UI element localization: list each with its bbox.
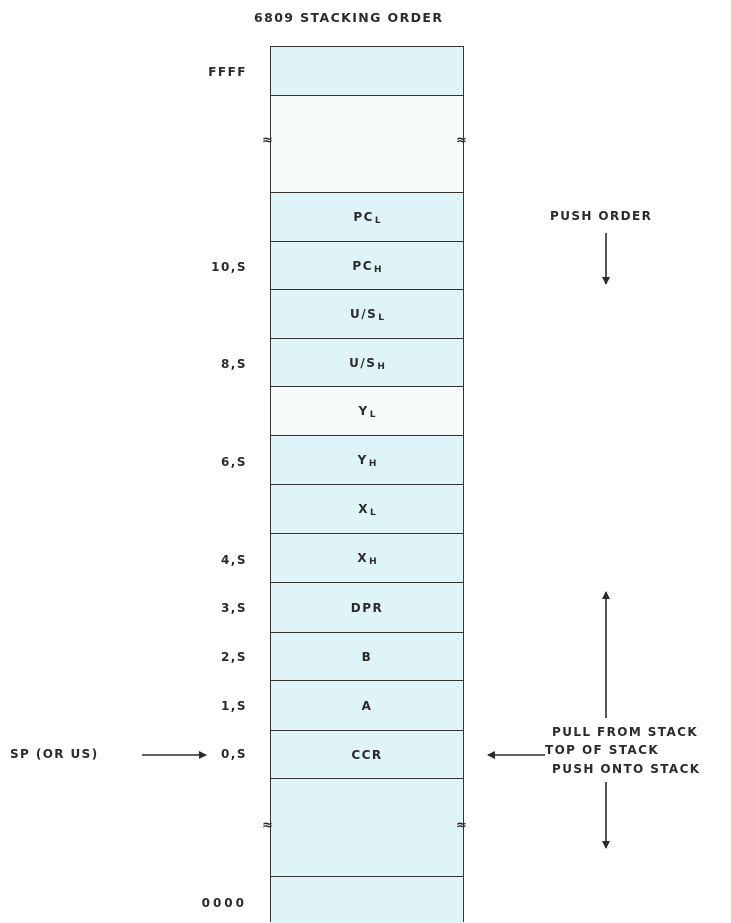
address-6s: 6,S (220, 455, 247, 469)
stack-cell-ccr: CCR (271, 731, 463, 779)
stack-cell-pcl: PC L (271, 193, 463, 242)
address-3s: 3,S (220, 601, 247, 615)
break-mark-lower-left: ≈ (262, 818, 273, 833)
stack-cell-gap-lower (271, 779, 463, 877)
address-2s: 2,S (220, 650, 247, 664)
push-order-label: PUSH ORDER (550, 209, 653, 223)
stack-cell-a: A (271, 681, 463, 731)
diagram-title: 6809 STACKING ORDER (254, 10, 444, 25)
address-8s: 8,S (220, 357, 247, 371)
stack-cell-top (271, 47, 463, 96)
address-ffff: FFFF (208, 65, 247, 79)
stack-cell-bottom (271, 877, 463, 923)
stack-cell-ush: U/S H (271, 339, 463, 387)
stack-cell-usl: U/S L (271, 290, 463, 339)
address-0s: 0,S (220, 747, 247, 761)
pull-from-stack-label: PULL FROM STACK (552, 725, 699, 739)
address-1s: 1,S (220, 699, 247, 713)
address-0000: 0000 (201, 896, 247, 910)
stack-cell-b: B (271, 633, 463, 681)
stack-cell-dpr: DPR (271, 583, 463, 633)
break-mark-upper-left: ≈ (262, 133, 273, 148)
address-10s: 10,S (211, 260, 247, 274)
top-of-stack-label: TOP OF STACK (545, 743, 660, 757)
push-onto-stack-label: PUSH ONTO STACK (552, 762, 701, 776)
break-mark-upper-right: ≈ (456, 133, 467, 148)
break-mark-lower-right: ≈ (456, 818, 467, 833)
address-4s: 4,S (220, 553, 247, 567)
stack-cell-gap-upper (271, 96, 463, 193)
stack-cell-pch: PC H (271, 242, 463, 290)
pointer-label: SP (OR US) (10, 747, 99, 761)
